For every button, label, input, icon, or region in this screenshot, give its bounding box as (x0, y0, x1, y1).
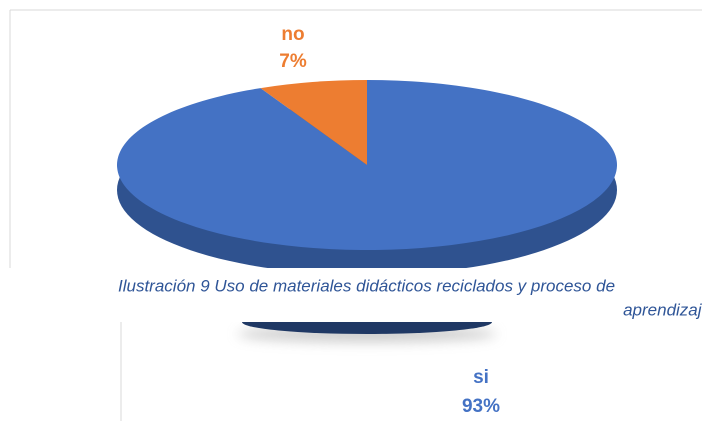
pie-slice (260, 80, 367, 165)
pie-slice (116, 80, 617, 250)
slice-value-label: 93% (462, 396, 500, 417)
slice-value-label: 7% (279, 51, 307, 72)
pie (116, 80, 617, 250)
caption-line: aprendizaje (623, 300, 702, 319)
caption-band (0, 268, 702, 322)
slice-name: no (281, 24, 304, 45)
caption-line: Ilustración 9 Uso de materiales didáctic… (118, 276, 615, 295)
slice-name: si (473, 367, 489, 388)
